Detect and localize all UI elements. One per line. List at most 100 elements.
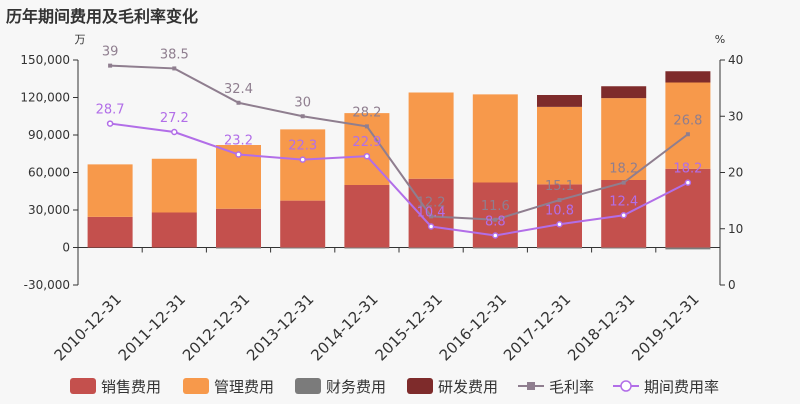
legend-marker	[620, 380, 632, 392]
bar-财务费用	[408, 247, 454, 249]
left-axis-tick-label: 150,000	[20, 53, 70, 67]
legend-swatch	[407, 378, 433, 394]
legend-label: 财务费用	[326, 378, 386, 396]
bar-销售费用	[344, 185, 390, 248]
x-axis-tick-label: 2016-12-31	[436, 290, 510, 364]
data-label-期间费用率: 23.2	[224, 134, 253, 149]
x-axis-tick-label: 2014-12-31	[307, 290, 381, 364]
data-label-期间费用率: 27.2	[160, 111, 189, 126]
bar-销售费用	[87, 216, 133, 248]
left-axis-unit: 万	[75, 33, 86, 46]
line-毛利率	[110, 64, 689, 221]
data-label-期间费用率: 28.7	[96, 103, 125, 118]
left-axis-tick-label: 120,000	[20, 91, 70, 105]
marker-毛利率	[493, 217, 498, 222]
bar-财务费用	[280, 247, 326, 249]
marker-期间费用率	[106, 120, 114, 127]
legend-label: 销售费用	[101, 378, 161, 396]
marker-毛利率	[429, 214, 434, 219]
x-axis-tick-label: 2012-12-31	[179, 290, 253, 364]
x-axis-tick-label: 2010-12-31	[51, 290, 125, 364]
x-axis-tick-label: 2015-12-31	[372, 290, 446, 364]
bar-研发费用	[665, 71, 711, 83]
legend-label: 研发费用	[438, 378, 498, 396]
bar-销售费用	[280, 200, 326, 248]
data-label-期间费用率: 12.4	[609, 194, 638, 209]
left-axis-tick-label: 60,000	[28, 166, 70, 180]
bar-财务费用	[665, 247, 711, 250]
data-label-期间费用率: 22.3	[288, 139, 317, 154]
marker-期间费用率	[299, 156, 306, 163]
marker-毛利率	[621, 180, 626, 185]
bar-销售费用	[408, 178, 454, 248]
right-axis-tick-label: 30	[728, 109, 743, 123]
x-axis-tick-label: 2018-12-31	[564, 290, 638, 364]
bar-管理费用	[665, 82, 711, 169]
legend-swatch	[295, 378, 321, 394]
bar-研发费用	[601, 86, 647, 99]
marker-毛利率	[108, 63, 113, 68]
marker-期间费用率	[684, 179, 692, 186]
data-label-期间费用率: 18.2	[673, 162, 702, 177]
legend-swatch	[183, 378, 209, 394]
right-axis-tick-label: 10	[728, 222, 743, 236]
data-label-毛利率: 12.2	[417, 195, 446, 210]
marker-毛利率	[364, 124, 369, 129]
marker-期间费用率	[235, 151, 242, 158]
bar-管理费用	[537, 106, 582, 185]
marker-毛利率	[685, 132, 690, 137]
marker-毛利率	[236, 100, 241, 105]
data-label-期间费用率: 10.8	[545, 203, 574, 218]
marker-期间费用率	[363, 152, 371, 160]
right-axis-tick-label: 0	[728, 278, 736, 292]
data-label-毛利率: 30	[294, 95, 311, 110]
bar-销售费用	[216, 208, 261, 248]
bar-财务费用	[472, 247, 518, 249]
data-label-毛利率: 39	[102, 45, 119, 60]
right-axis-unit: %	[715, 33, 725, 46]
bar-管理费用	[472, 94, 518, 183]
bar-管理费用	[601, 98, 647, 180]
right-axis-tick-label: 20	[728, 166, 743, 180]
marker-毛利率	[172, 66, 177, 71]
marker-毛利率	[300, 114, 305, 119]
data-label-毛利率: 28.2	[352, 105, 381, 120]
right-axis-tick-label: 40	[728, 53, 743, 67]
data-label-毛利率: 18.2	[609, 162, 638, 177]
bar-研发费用	[537, 95, 582, 107]
left-axis-tick-label: 30,000	[28, 203, 70, 217]
bar-销售费用	[537, 184, 582, 248]
x-axis-tick-label: 2013-12-31	[243, 290, 317, 364]
marker-毛利率	[557, 198, 562, 203]
data-label-期间费用率: 10.4	[417, 206, 446, 221]
x-axis-tick-label: 2017-12-31	[500, 290, 574, 364]
x-axis-tick-label: 2011-12-31	[115, 290, 189, 364]
data-label-毛利率: 11.6	[481, 199, 510, 214]
left-axis-tick-label: -30,000	[24, 278, 70, 292]
data-label-毛利率: 26.8	[673, 113, 702, 128]
marker-期间费用率	[171, 128, 178, 136]
bar-财务费用	[344, 247, 390, 249]
legend-swatch	[70, 378, 96, 394]
data-label-期间费用率: 22.9	[352, 135, 381, 150]
bar-财务费用	[601, 247, 647, 249]
marker-期间费用率	[620, 212, 627, 219]
bar-财务费用	[537, 247, 582, 249]
data-label-毛利率: 32.4	[224, 82, 253, 97]
legend-label: 期间费用率	[644, 378, 719, 396]
legend-label: 毛利率	[549, 378, 594, 396]
chart-title: 历年期间费用及毛利率变化	[6, 7, 199, 26]
line-期间费用率	[109, 122, 689, 237]
bar-管理费用	[87, 164, 133, 217]
bar-财务费用	[216, 247, 261, 249]
marker-期间费用率	[556, 221, 563, 228]
bar-管理费用	[408, 92, 454, 179]
data-label-毛利率: 38.5	[160, 47, 189, 62]
marker-期间费用率	[492, 232, 499, 239]
x-axis-tick-label: 2019-12-31	[628, 290, 702, 364]
bar-管理费用	[280, 129, 326, 201]
bar-管理费用	[151, 158, 197, 213]
marker-期间费用率	[427, 223, 435, 230]
